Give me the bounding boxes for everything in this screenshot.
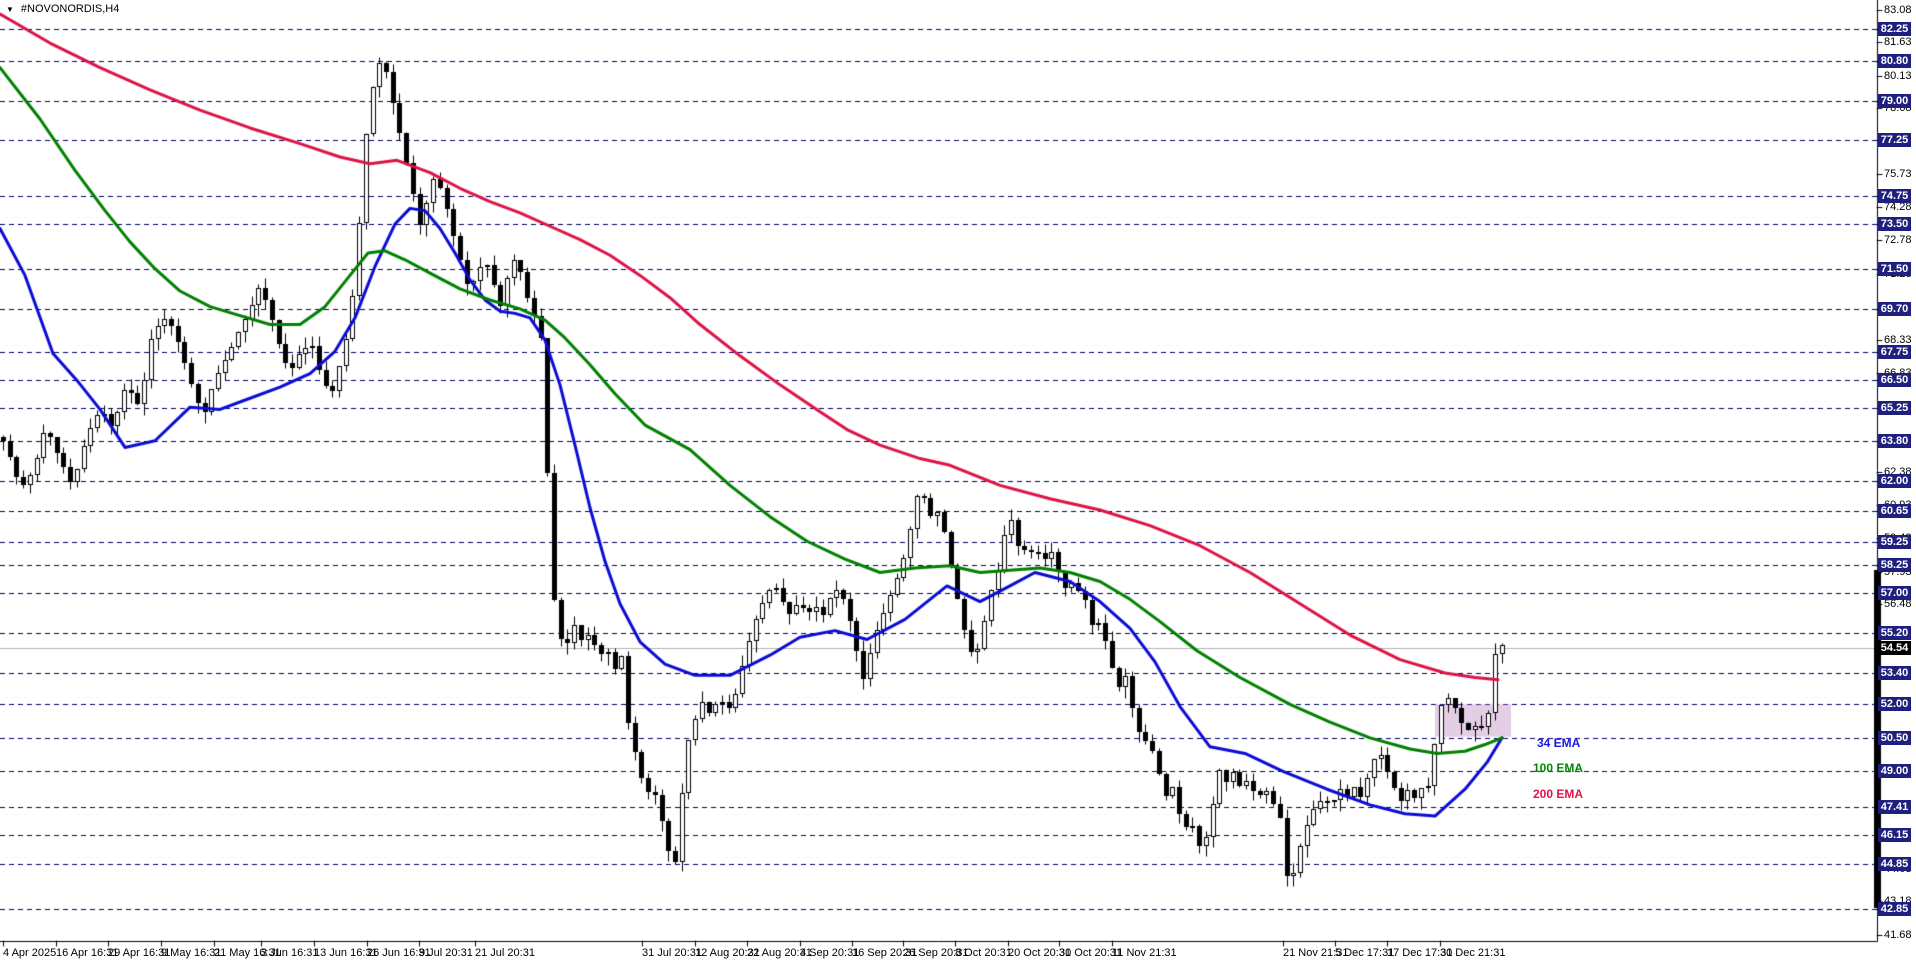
sr-level-price-label: 62.00 xyxy=(1878,474,1911,488)
sr-level-price-label: 65.25 xyxy=(1878,401,1911,415)
sr-level-price-label: 77.25 xyxy=(1878,133,1911,147)
sr-level-price-label: 53.40 xyxy=(1878,666,1911,680)
time-tick-label: 20 Oct 20:31 xyxy=(1008,947,1071,959)
time-tick-label: 3 Jun 16:31 xyxy=(261,947,319,959)
sr-level-price-label: 60.65 xyxy=(1878,504,1911,518)
sr-level-price-label: 49.00 xyxy=(1878,764,1911,778)
ema200-legend-label[interactable]: 200 EMA xyxy=(1533,787,1584,801)
price-tick-label: 83.08 xyxy=(1884,4,1912,16)
price-tick-label: 74.28 xyxy=(1884,201,1912,213)
time-tick-label: 30 Dec 21:31 xyxy=(1440,947,1506,959)
sr-level-price-label: 66.50 xyxy=(1878,373,1911,387)
time-tick-label: 8 Oct 20:31 xyxy=(955,947,1012,959)
sr-level-price-label: 74.75 xyxy=(1878,189,1911,203)
sr-level-price-label: 63.80 xyxy=(1878,434,1911,448)
sr-level-price-label: 42.85 xyxy=(1878,902,1911,916)
sr-level-price-label: 44.85 xyxy=(1878,857,1911,871)
time-tick-label: 4 Apr 2025 xyxy=(3,947,57,959)
bid-price-label: 54.54 xyxy=(1878,641,1911,655)
price-tick-label: 56.48 xyxy=(1884,598,1912,610)
sr-level-price-label: 73.50 xyxy=(1878,217,1911,231)
time-tick-label: 13 Jun 16:31 xyxy=(314,947,378,959)
price-tick-label: 72.78 xyxy=(1884,234,1912,246)
sr-level-price-label: 67.75 xyxy=(1878,345,1911,359)
ema34-legend-label[interactable]: 34 EMA xyxy=(1537,736,1581,750)
time-tick-label: 4 Sep 20:31 xyxy=(800,947,860,959)
symbol-timeframe-label: #NOVONORDIS,H4 xyxy=(20,3,120,15)
price-tick-label: 75.73 xyxy=(1884,168,1912,180)
time-tick-label: 9 Jul 20:31 xyxy=(419,947,473,959)
time-tick-label: 5 Dec 17:31 xyxy=(1335,947,1395,959)
time-tick-label: 17 Dec 17:31 xyxy=(1387,947,1453,959)
time-tick-label: 21 Nov 21:31 xyxy=(1283,947,1349,959)
symbol-dropdown-arrow-icon[interactable]: ▼ xyxy=(6,4,14,14)
ema100-legend-label[interactable]: 100 EMA xyxy=(1533,761,1584,775)
time-tick-label: 26 Jun 16:31 xyxy=(367,947,431,959)
sr-level-price-label: 52.00 xyxy=(1878,697,1911,711)
price-tick-label: 68.33 xyxy=(1884,334,1912,346)
time-tick-label: 22 Aug 20:31 xyxy=(747,947,812,959)
sr-level-price-label: 71.50 xyxy=(1878,262,1911,276)
time-tick-label: 9 May 16:31 xyxy=(161,947,222,959)
time-tick-label: 12 Aug 20:31 xyxy=(695,947,760,959)
chart-symbol-title: ▼ #NOVONORDIS,H4 xyxy=(6,3,119,15)
time-tick-label: 11 Nov 21:31 xyxy=(1112,947,1177,959)
time-tick-label: 16 Apr 16:31 xyxy=(56,947,119,959)
sr-level-price-label: 47.41 xyxy=(1878,800,1911,814)
sr-level-price-label: 59.25 xyxy=(1878,535,1911,549)
time-tick-label: 21 Jul 20:31 xyxy=(475,947,535,959)
price-tick-label: 81.63 xyxy=(1884,36,1912,48)
sr-level-price-label: 57.00 xyxy=(1878,586,1911,600)
time-tick-label: 30 Oct 20:31 xyxy=(1059,947,1122,959)
time-tick-label: 29 Apr 16:31 xyxy=(108,947,171,959)
time-tick-label: 31 Jul 20:31 xyxy=(642,947,702,959)
sr-level-price-label: 69.70 xyxy=(1878,302,1911,316)
price-tick-label: 80.13 xyxy=(1884,70,1912,82)
sr-level-price-label: 46.15 xyxy=(1878,828,1911,842)
sr-level-price-label: 58.25 xyxy=(1878,558,1911,572)
sr-level-price-label: 55.20 xyxy=(1878,626,1911,640)
time-tick-label: 16 Sep 20:31 xyxy=(852,947,918,959)
sr-level-price-label: 80.80 xyxy=(1878,54,1911,68)
time-tick-label: 26 Sep 20:31 xyxy=(903,947,969,959)
price-tick-label: 41.68 xyxy=(1884,929,1912,941)
sr-level-price-label: 79.00 xyxy=(1878,94,1911,108)
sr-level-price-label: 82.25 xyxy=(1878,22,1911,36)
time-tick-label: 21 May 16:31 xyxy=(214,947,281,959)
sr-level-price-label: 50.50 xyxy=(1878,731,1911,745)
